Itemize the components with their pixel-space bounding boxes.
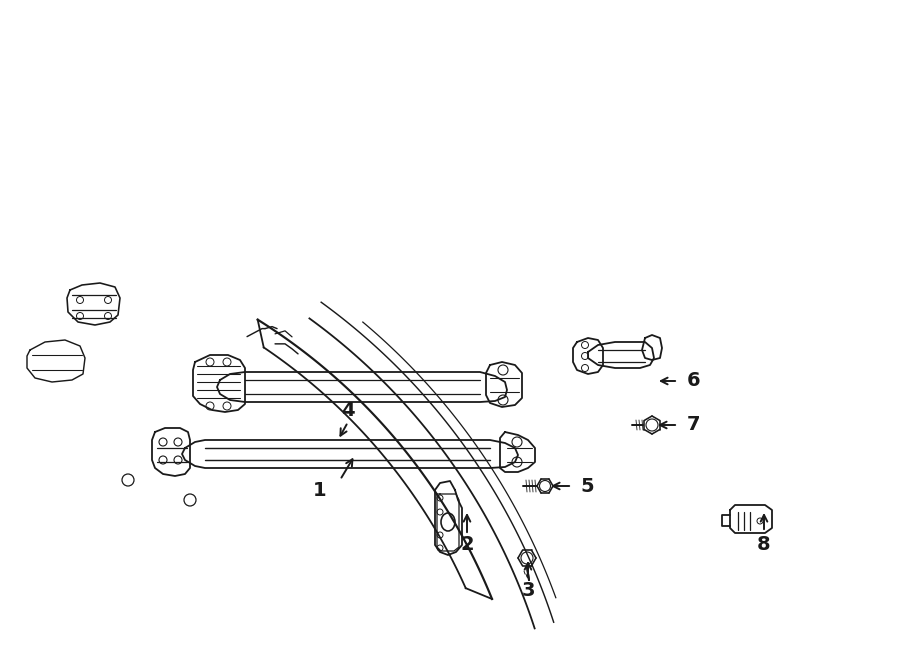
Text: 1: 1 (313, 481, 327, 500)
Text: 6: 6 (688, 371, 701, 391)
Text: 7: 7 (688, 416, 701, 434)
Text: 3: 3 (521, 580, 535, 600)
Text: 2: 2 (460, 535, 473, 555)
Text: 4: 4 (341, 401, 355, 420)
Text: 5: 5 (580, 477, 594, 496)
Text: 8: 8 (757, 535, 770, 555)
